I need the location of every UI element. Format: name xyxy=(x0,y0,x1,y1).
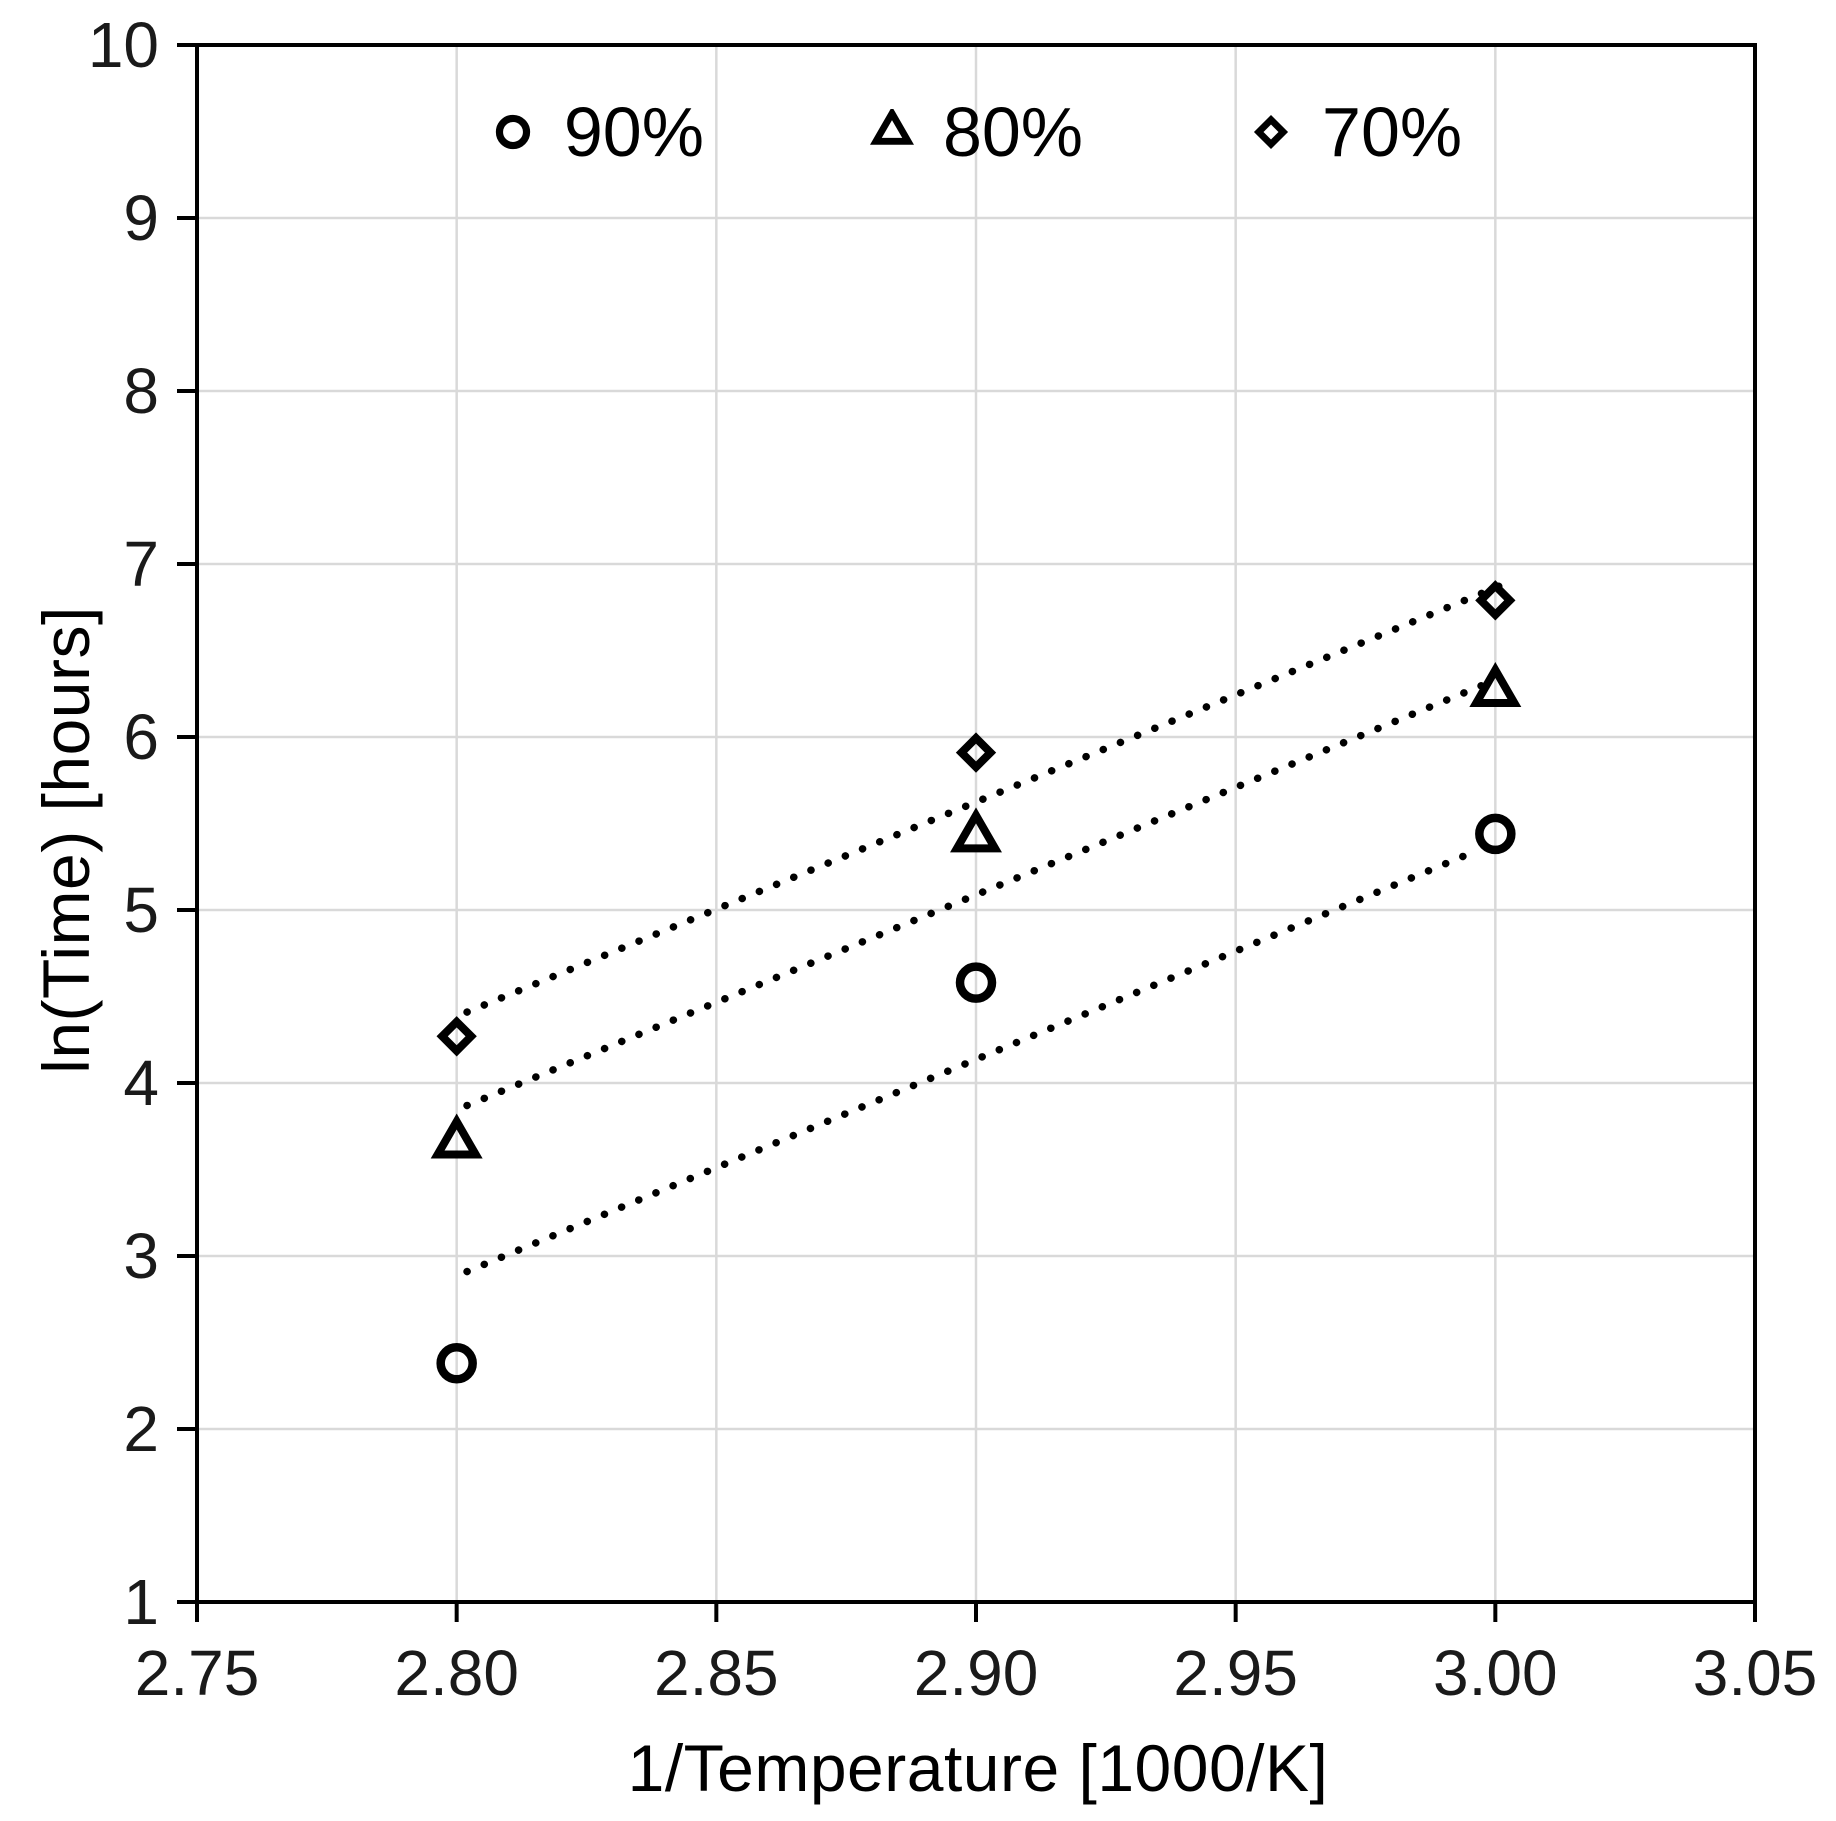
tick-labels: 1 2 3 4 5 6 7 8 9 10 2.75 2.80 2.85 2.90 2.95 3.00 3.05 xyxy=(88,9,1817,1709)
legend-label: 70% xyxy=(1322,93,1463,171)
x-axis-title: 1/Temperature [1000/K] xyxy=(627,1731,1329,1805)
y-tick-label: 9 xyxy=(123,182,159,254)
x-tick-label: 2.90 xyxy=(914,1637,1039,1709)
axis-ticks xyxy=(177,43,1757,1622)
x-tick-label: 2.85 xyxy=(654,1637,779,1709)
legend-label: 80% xyxy=(942,93,1084,171)
legend-item-70: 70% xyxy=(1248,92,1462,172)
series-90% xyxy=(436,813,1516,1384)
trendlines xyxy=(463,577,1515,1276)
y-tick-label: 1 xyxy=(123,1566,159,1638)
y-tick-label: 5 xyxy=(123,874,159,946)
y-tick-label: 3 xyxy=(123,1220,159,1292)
y-axis-title: ln(Time) [hours] xyxy=(29,606,103,1074)
y-tick-label: 10 xyxy=(88,9,159,81)
y-tick-label: 4 xyxy=(123,1047,159,1119)
x-tick-label: 3.00 xyxy=(1433,1637,1558,1709)
x-tick-label: 2.95 xyxy=(1173,1637,1298,1709)
x-tick-label: 2.75 xyxy=(135,1637,260,1709)
legend-label: 90% xyxy=(563,93,704,171)
gridlines xyxy=(197,45,1755,1602)
series-80% xyxy=(430,662,1522,1159)
x-tick-label: 2.80 xyxy=(394,1637,519,1709)
diamond-marker-icon xyxy=(1253,114,1289,150)
y-tick-label: 8 xyxy=(123,355,159,427)
y-tick-label: 6 xyxy=(123,701,159,773)
legend: 90% 80% 70% xyxy=(197,92,1755,172)
x-tick-label: 3.05 xyxy=(1693,1637,1818,1709)
legend-item-90: 90% xyxy=(490,92,704,172)
legend-item-80: 80% xyxy=(869,92,1083,172)
series-70% xyxy=(436,580,1516,1057)
data-points xyxy=(430,580,1522,1384)
y-tick-label: 7 xyxy=(123,528,159,600)
triangle-marker-icon xyxy=(869,109,914,145)
y-tick-label: 2 xyxy=(123,1393,159,1465)
circle-marker-icon xyxy=(495,114,530,150)
